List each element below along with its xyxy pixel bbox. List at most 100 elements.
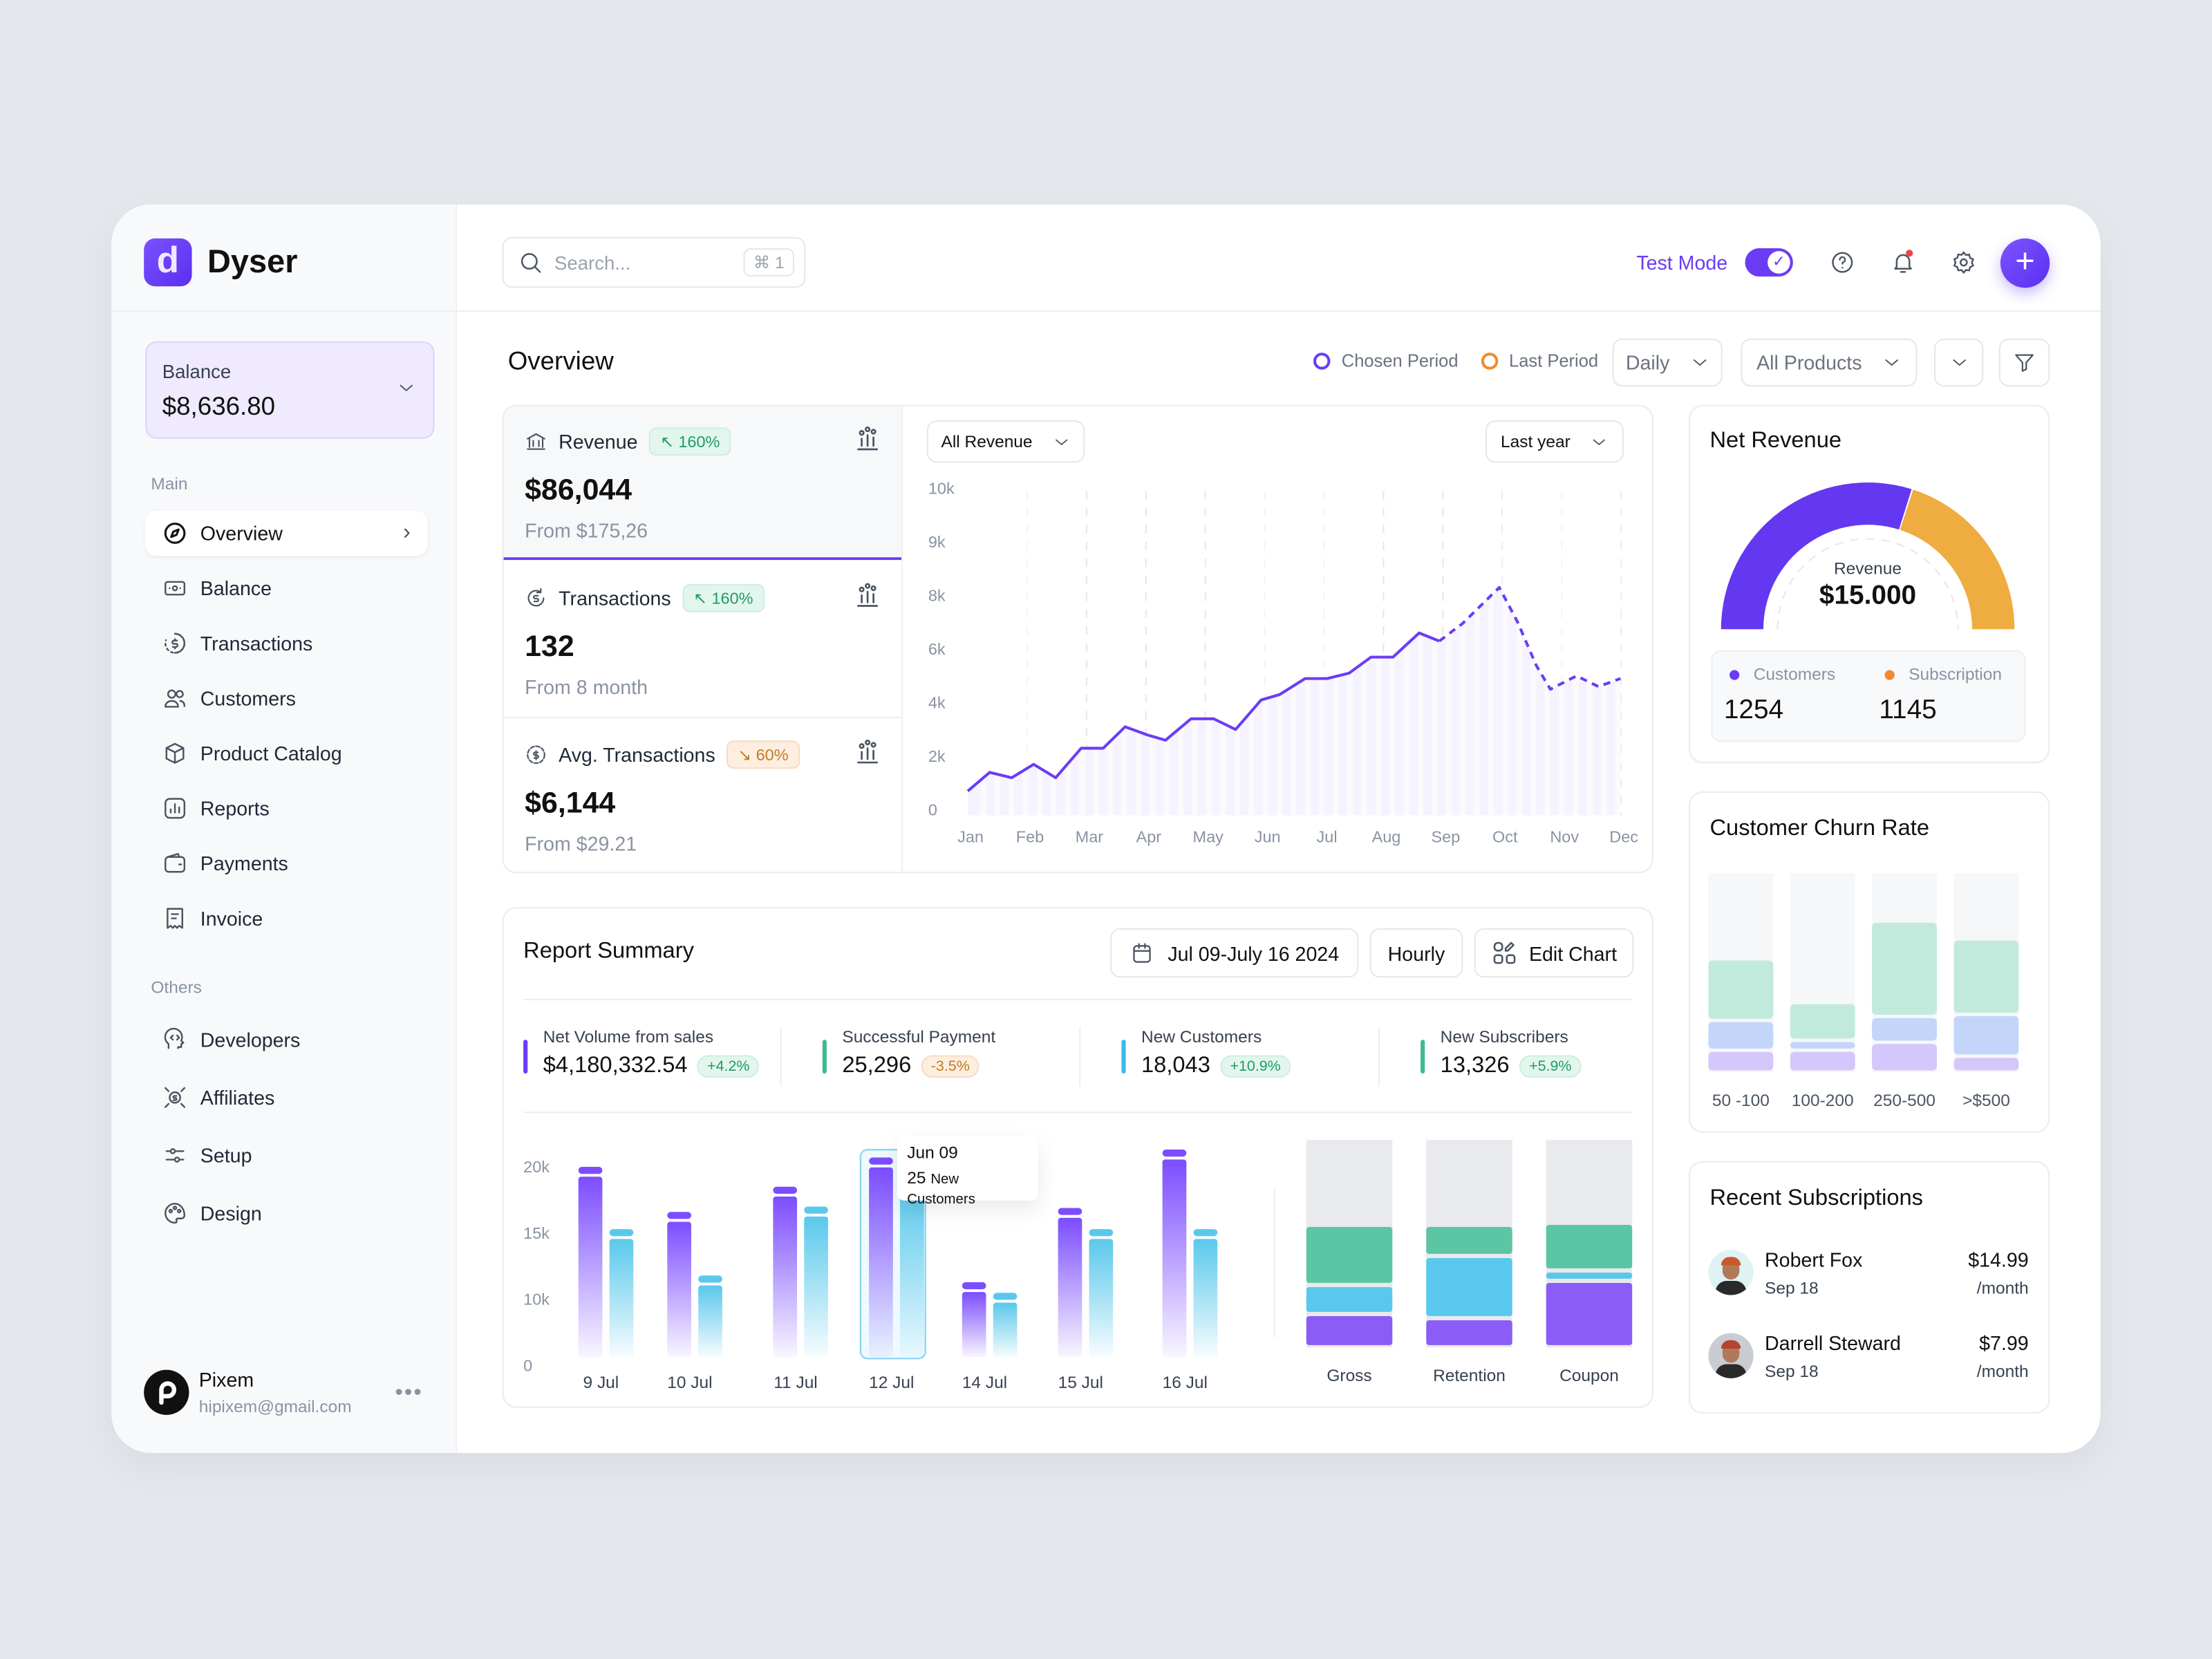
churn-segment[interactable]: [1953, 1016, 2019, 1055]
sidebar-item-product-catalog[interactable]: Product Catalog: [145, 731, 427, 776]
filter-button[interactable]: [1998, 338, 2050, 387]
settings-gear-icon[interactable]: [1951, 250, 1976, 275]
metric-avg-transactions[interactable]: Avg. Transactions ↘ 60% $6,144 From $29.21: [504, 720, 902, 872]
logo-letter: d: [156, 238, 180, 281]
metric-subtext: From $175,26: [525, 519, 648, 542]
churn-segment[interactable]: [1708, 960, 1774, 1019]
sidebar-item-transactions[interactable]: Transactions: [145, 621, 427, 666]
subscription-date: Sep 18: [1765, 1277, 1819, 1298]
bar-11-Jul-series-1[interactable]: [804, 1216, 828, 1358]
bar-16-Jul-series-0[interactable]: [1162, 1159, 1187, 1358]
recent-subscriptions-card: [1688, 1161, 2050, 1414]
sidebar-item-reports[interactable]: Reports: [145, 786, 427, 831]
help-icon[interactable]: [1830, 250, 1855, 275]
stripe: [1502, 479, 1508, 818]
sidebar-item-balance[interactable]: Balance: [145, 565, 427, 610]
product-dropdown[interactable]: All Products: [1741, 338, 1918, 387]
sidebar-item-invoice[interactable]: Invoice: [145, 896, 427, 941]
churn-segment[interactable]: [1790, 1004, 1855, 1039]
chevron-down-icon: [396, 378, 416, 398]
stack-segment-retention[interactable]: [1426, 1320, 1512, 1345]
logo[interactable]: d: [144, 238, 192, 287]
churn-category-label: >$500: [1962, 1091, 2010, 1110]
interval-button[interactable]: Hourly: [1369, 928, 1463, 978]
gauge-slice-subscription[interactable]: [1900, 489, 2015, 630]
revenue-range-dropdown[interactable]: Last year: [1485, 420, 1624, 463]
x-tick-label: 16 Jul: [1163, 1374, 1208, 1392]
stack-segment-coupon[interactable]: [1546, 1225, 1633, 1268]
sidebar-item-setup[interactable]: Setup: [145, 1133, 427, 1178]
edit-chart-grid-icon: [1491, 939, 1518, 966]
user-avatar[interactable]: [144, 1369, 189, 1415]
bar-9-Jul-series-0[interactable]: [578, 1177, 603, 1358]
churn-chart: 50 -100 100-200 250-500 >$500: [1708, 873, 2019, 1110]
stack-segment-gross[interactable]: [1306, 1316, 1393, 1345]
metric-label: Transactions: [559, 586, 671, 610]
net-revenue-title: Net Revenue: [1709, 429, 1842, 453]
revenue-filter-dropdown[interactable]: All Revenue: [926, 420, 1085, 463]
sidebar-item-payments[interactable]: Payments: [145, 841, 427, 885]
stripe: [1347, 479, 1353, 818]
period-dropdown[interactable]: Daily: [1612, 338, 1723, 387]
customers-legend: Customers: [1730, 664, 1835, 684]
churn-segment[interactable]: [1790, 1051, 1855, 1071]
search-input[interactable]: Search... ⌘ 1: [502, 236, 806, 288]
bar-14-Jul-series-0[interactable]: [962, 1292, 986, 1358]
metric-transactions[interactable]: Transactions ↖ 160% 132 From 8 month: [504, 563, 902, 715]
notification-bell-icon[interactable]: [1891, 250, 1916, 275]
gauge-slice-customers[interactable]: [1721, 482, 1912, 630]
stripe: [1036, 479, 1043, 818]
box-icon: [162, 740, 188, 766]
more-options-dropdown[interactable]: [1933, 338, 1984, 387]
churn-segment[interactable]: [1953, 940, 2019, 1013]
stripe: [1418, 479, 1424, 818]
bar-10-Jul-series-1[interactable]: [698, 1285, 722, 1358]
bar-15-Jul-series-1[interactable]: [1089, 1239, 1114, 1358]
bar-10-Jul-series-0[interactable]: [667, 1221, 691, 1358]
sidebar-item-design[interactable]: Design: [145, 1190, 427, 1235]
dollar-dashed-icon: [525, 744, 547, 767]
bar-12-Jul-series-0[interactable]: [869, 1167, 893, 1358]
churn-segment[interactable]: [1953, 1058, 2019, 1071]
bar-11-Jul-series-0[interactable]: [773, 1197, 798, 1358]
bar-16-Jul-series-1[interactable]: [1193, 1239, 1218, 1358]
balance-selector[interactable]: Balance $8,636.80: [145, 341, 435, 439]
test-mode-toggle[interactable]: ✓: [1745, 248, 1793, 276]
churn-segment[interactable]: [1872, 922, 1938, 1015]
sidebar-item-overview[interactable]: Overview ›: [145, 510, 428, 556]
churn-segment[interactable]: [1872, 1018, 1938, 1041]
stack-segment-gross[interactable]: [1306, 1227, 1393, 1283]
subscriber-avatar: [1708, 1333, 1754, 1378]
sidebar-item-label: Setup: [200, 1144, 252, 1167]
stack-segment-coupon[interactable]: [1546, 1283, 1633, 1345]
edit-chart-button[interactable]: Edit Chart: [1474, 928, 1634, 978]
stripe: [1304, 479, 1311, 818]
stack-segment-coupon[interactable]: [1546, 1273, 1633, 1279]
sidebar-item-affiliates[interactable]: Affiliates: [145, 1075, 427, 1120]
subscription-row[interactable]: Robert Fox Sep 18 $14.99/month: [1708, 1246, 2029, 1302]
stripe: [1065, 479, 1071, 818]
bar-15-Jul-series-0[interactable]: [1058, 1217, 1082, 1358]
churn-segment[interactable]: [1872, 1044, 1938, 1071]
user-menu-button[interactable]: •••: [395, 1380, 423, 1405]
stack-segment-retention[interactable]: [1426, 1258, 1512, 1316]
create-button[interactable]: +: [2000, 238, 2050, 288]
subscription-row[interactable]: Darrell Steward Sep 18 $7.99/month: [1708, 1329, 2029, 1385]
churn-segment[interactable]: [1790, 1042, 1855, 1049]
stack-segment-gross[interactable]: [1306, 1287, 1393, 1312]
churn-segment[interactable]: [1708, 1051, 1774, 1071]
stack-segment-retention[interactable]: [1426, 1227, 1512, 1254]
tooltip-date: Jun 09: [907, 1143, 958, 1163]
date-range-button[interactable]: Jul 09-July 16 2024: [1110, 928, 1359, 978]
metric-revenue[interactable]: Revenue ↖ 160% $86,044 From $175,26: [504, 406, 902, 559]
sidebar-item-customers[interactable]: Customers: [145, 676, 427, 721]
bar-12-Jul-series-1[interactable]: [900, 1185, 924, 1358]
bar-9-Jul-series-1[interactable]: [609, 1239, 634, 1358]
sidebar-item-developers[interactable]: Developers: [145, 1017, 427, 1062]
churn-segment[interactable]: [1708, 1022, 1774, 1049]
metric-label: Revenue: [559, 430, 638, 453]
y-tick-label: 6k: [928, 641, 946, 659]
bar-14-Jul-series-1[interactable]: [993, 1302, 1018, 1358]
subscription-value: 1145: [1879, 695, 1937, 725]
stripe: [1403, 479, 1409, 818]
